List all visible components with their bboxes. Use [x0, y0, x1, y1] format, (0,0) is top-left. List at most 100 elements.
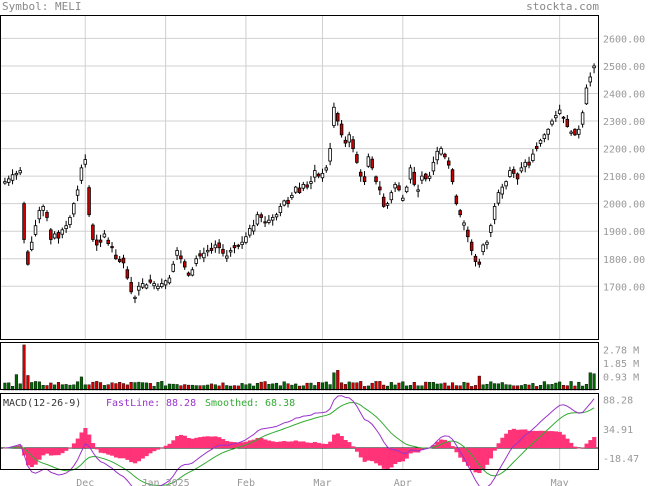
volume-bar	[462, 382, 466, 391]
volume-bar	[340, 382, 344, 391]
candle-body	[259, 214, 263, 218]
y-tick-label: 2400.00	[603, 89, 645, 100]
macd-histogram-bar	[106, 448, 111, 455]
macd-histogram-bar	[94, 448, 99, 450]
candle-body	[87, 187, 91, 216]
candle-body	[6, 178, 11, 183]
candle-body	[546, 128, 550, 135]
candle-body	[343, 139, 348, 144]
candle-body	[412, 171, 417, 185]
candle-body	[336, 113, 340, 122]
candle-body	[267, 219, 271, 223]
macd-histogram-bar	[182, 435, 187, 448]
candle-body	[175, 250, 179, 256]
volume-bar	[255, 383, 259, 391]
macd-histogram-bar	[538, 430, 543, 448]
macd-histogram-bar	[500, 437, 505, 448]
candle-body	[56, 232, 61, 239]
candle-body	[554, 115, 558, 119]
candle-body	[251, 225, 256, 232]
macd-histogram-bar	[297, 441, 302, 448]
candle-body	[446, 160, 451, 166]
macd-histogram-bar	[274, 441, 279, 448]
macd-histogram-bar	[385, 448, 390, 470]
macd-histogram-bar	[462, 448, 467, 462]
candle-body	[190, 269, 195, 276]
candle-body	[79, 167, 84, 181]
volume-bar	[450, 382, 455, 391]
candle-body	[496, 192, 501, 204]
volume-bar	[22, 344, 26, 391]
macd-histogram-bar	[569, 442, 574, 448]
macd-histogram-bar	[263, 439, 268, 448]
candle-body	[523, 161, 527, 168]
candle-body	[140, 283, 145, 288]
macd-histogram-bar	[71, 443, 76, 448]
volume-tick-label: 0.93 M	[603, 372, 639, 383]
candle-body	[504, 181, 508, 187]
macd-histogram-bar	[293, 440, 298, 448]
macd-histogram-bar	[201, 436, 207, 448]
candle-body	[270, 217, 275, 221]
candle-body	[550, 120, 554, 125]
candle-body	[293, 186, 298, 193]
candle-body	[182, 261, 187, 268]
candle-body	[512, 169, 516, 174]
x-tick-label: Apr	[394, 478, 412, 486]
macd-histogram-bar	[221, 439, 226, 448]
price-grid	[0, 15, 599, 470]
candle-body	[209, 247, 214, 251]
candle-body	[531, 153, 535, 161]
macd-histogram-bar	[259, 437, 264, 448]
macd-histogram-bar	[561, 434, 566, 448]
x-tick-label: Mar	[313, 478, 331, 486]
candle-body	[561, 116, 566, 119]
macd-histogram-bar	[366, 448, 371, 461]
macd-histogram-bar	[171, 440, 176, 448]
macd-histogram-bar	[328, 441, 333, 448]
candle-body	[378, 186, 382, 191]
candle-body	[374, 176, 378, 183]
volume-bar	[542, 381, 546, 391]
candle-body	[163, 280, 168, 286]
macd-histogram-bar	[515, 429, 520, 448]
candle-body	[385, 203, 390, 206]
candle-body	[148, 279, 153, 283]
candle-body	[542, 134, 547, 139]
volume-bar	[424, 381, 428, 391]
candle-body	[60, 229, 65, 235]
candle-body	[473, 255, 478, 262]
macd-histogram-bar	[22, 448, 27, 456]
candle-body	[144, 284, 149, 289]
candle-body	[309, 181, 313, 184]
volume-bar	[56, 382, 61, 391]
volume-bar	[370, 382, 374, 391]
macd-histogram-bar	[247, 440, 252, 448]
candle-body	[355, 154, 359, 163]
volume-bar	[14, 374, 18, 391]
macd-histogram-bar	[125, 448, 130, 460]
volume-bar	[3, 382, 7, 391]
macd-histogram-bar	[347, 442, 352, 448]
candle-body	[588, 76, 593, 83]
candle-body	[404, 186, 409, 193]
candle-body	[83, 159, 87, 165]
macd-histogram-bar	[29, 448, 34, 468]
macd-panel	[0, 395, 599, 486]
macd-histogram-bar	[496, 443, 501, 448]
macd-histogram-bar	[557, 431, 562, 448]
macd-histogram-bar	[224, 441, 230, 448]
volume-bar	[76, 381, 80, 391]
candle-body	[75, 189, 80, 196]
macd-histogram-bar	[144, 448, 149, 457]
candle-body	[236, 244, 241, 247]
macd-histogram-bar	[136, 448, 142, 462]
candle-body	[393, 183, 397, 189]
candle-body	[213, 244, 218, 249]
macd-histogram-bar	[504, 433, 509, 448]
candle-body	[389, 192, 394, 201]
candle-body	[515, 173, 520, 180]
candle-body	[454, 195, 459, 205]
macd-histogram-bar	[156, 448, 161, 450]
candle-body	[225, 255, 229, 259]
